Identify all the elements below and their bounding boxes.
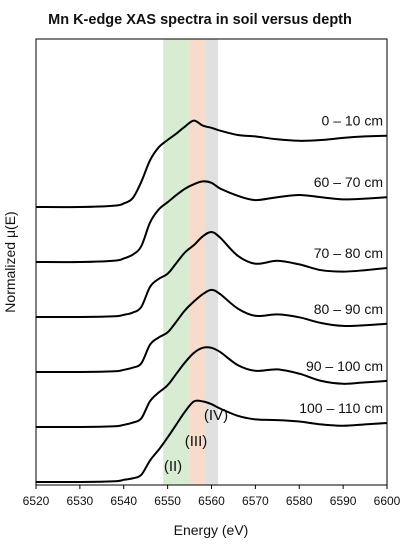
series-line-3 [35, 231, 388, 319]
spectra-lines [35, 119, 388, 484]
band-3 [204, 39, 219, 485]
x-axis-ticks: 6520 6530 6540 6550 6560 6570 6580 6590 6600 [23, 485, 401, 508]
series-labels: 0 – 10 cm 60 – 70 cm 70 – 80 cm 80 – 90 cm 9… [299, 113, 383, 416]
series-label-3: 70 – 80 cm [314, 245, 383, 261]
series-line-5 [35, 346, 388, 429]
chart-title: Mn K-edge XAS spectra in soil versus dep… [48, 12, 352, 28]
series-label-5: 90 – 100 cm [306, 358, 383, 374]
y-axis-label: Normalized μ(E) [2, 211, 18, 312]
series-line-6 [35, 399, 388, 484]
x-tick-label-4: 6550 [154, 494, 181, 508]
band-2 [189, 39, 205, 485]
x-axis-label: Energy (eV) [174, 522, 249, 538]
energy-bands [163, 39, 219, 485]
band-label-3: (IV) [204, 407, 228, 424]
series-label-1: 0 – 10 cm [322, 113, 383, 129]
band-labels: (II)(III) (IV) [164, 407, 228, 475]
series-label-6: 100 – 110 cm [299, 400, 383, 416]
x-tick-label-7: 6580 [286, 494, 313, 508]
x-tick-label-5: 6560 [198, 494, 225, 508]
series-label-4: 80 – 90 cm [314, 301, 383, 317]
series-line-4 [35, 288, 388, 374]
x-tick-label-3: 6540 [110, 494, 137, 508]
x-tick-label-6: 6570 [242, 494, 269, 508]
x-tick-label-1: 6520 [23, 494, 50, 508]
x-tick-label-8: 6590 [330, 494, 357, 508]
x-tick-label-2: 6530 [67, 494, 94, 508]
series-line-1 [35, 119, 388, 209]
series-line-2 [35, 180, 388, 264]
series-label-2: 60 – 70 cm [314, 174, 383, 190]
band-label-2: (III) [185, 433, 208, 450]
band-label-1: (II) [164, 458, 182, 475]
x-tick-label-9: 6600 [374, 494, 401, 508]
